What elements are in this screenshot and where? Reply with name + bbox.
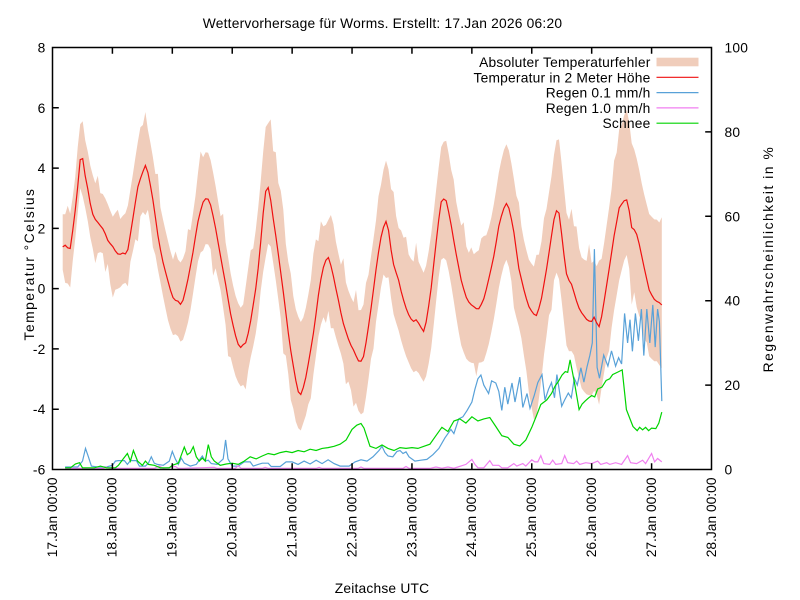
svg-text:-2: -2 xyxy=(33,342,46,357)
svg-text:0: 0 xyxy=(725,463,733,478)
svg-text:21.Jan 00:00: 21.Jan 00:00 xyxy=(284,477,299,557)
svg-text:4: 4 xyxy=(38,161,46,176)
svg-text:100: 100 xyxy=(725,41,749,56)
svg-text:20: 20 xyxy=(725,378,741,393)
svg-text:24.Jan 00:00: 24.Jan 00:00 xyxy=(464,477,479,557)
svg-text:40: 40 xyxy=(725,294,741,309)
svg-text:Temperatur in 2 Meter Höhe: Temperatur in 2 Meter Höhe xyxy=(474,70,651,85)
svg-text:23.Jan 00:00: 23.Jan 00:00 xyxy=(404,477,419,557)
svg-text:22.Jan 00:00: 22.Jan 00:00 xyxy=(344,477,359,557)
svg-text:0: 0 xyxy=(38,282,46,297)
svg-text:8: 8 xyxy=(38,41,46,56)
svg-text:-4: -4 xyxy=(33,402,46,417)
svg-text:80: 80 xyxy=(725,125,741,140)
svg-text:-6: -6 xyxy=(33,463,46,478)
svg-text:6: 6 xyxy=(38,101,46,116)
svg-text:18.Jan 00:00: 18.Jan 00:00 xyxy=(105,477,120,557)
svg-text:20.Jan 00:00: 20.Jan 00:00 xyxy=(225,477,240,557)
svg-text:Regenwahrscheinlichkeit in %: Regenwahrscheinlichkeit in % xyxy=(761,146,776,373)
svg-text:Temperatur °Celsius: Temperatur °Celsius xyxy=(22,188,37,341)
svg-text:Zeitachse UTC: Zeitachse UTC xyxy=(335,581,430,596)
svg-text:19.Jan 00:00: 19.Jan 00:00 xyxy=(165,477,180,557)
svg-text:17.Jan 00:00: 17.Jan 00:00 xyxy=(45,477,60,557)
svg-text:60: 60 xyxy=(725,209,741,224)
svg-text:Schnee: Schnee xyxy=(603,116,651,131)
svg-text:25.Jan 00:00: 25.Jan 00:00 xyxy=(524,477,539,557)
svg-text:Regen 0.1 mm/h: Regen 0.1 mm/h xyxy=(546,86,651,101)
svg-text:Absoluter Temperaturfehler: Absoluter Temperaturfehler xyxy=(479,55,651,70)
svg-text:Regen 1.0 mm/h: Regen 1.0 mm/h xyxy=(546,101,651,116)
svg-text:27.Jan 00:00: 27.Jan 00:00 xyxy=(644,477,659,557)
svg-text:28.Jan 00:00: 28.Jan 00:00 xyxy=(704,477,719,557)
svg-text:26.Jan 00:00: 26.Jan 00:00 xyxy=(584,477,599,557)
svg-text:2: 2 xyxy=(38,221,46,236)
svg-text:Wettervorhersage für Worms. Er: Wettervorhersage für Worms. Erstellt: 17… xyxy=(203,16,563,31)
